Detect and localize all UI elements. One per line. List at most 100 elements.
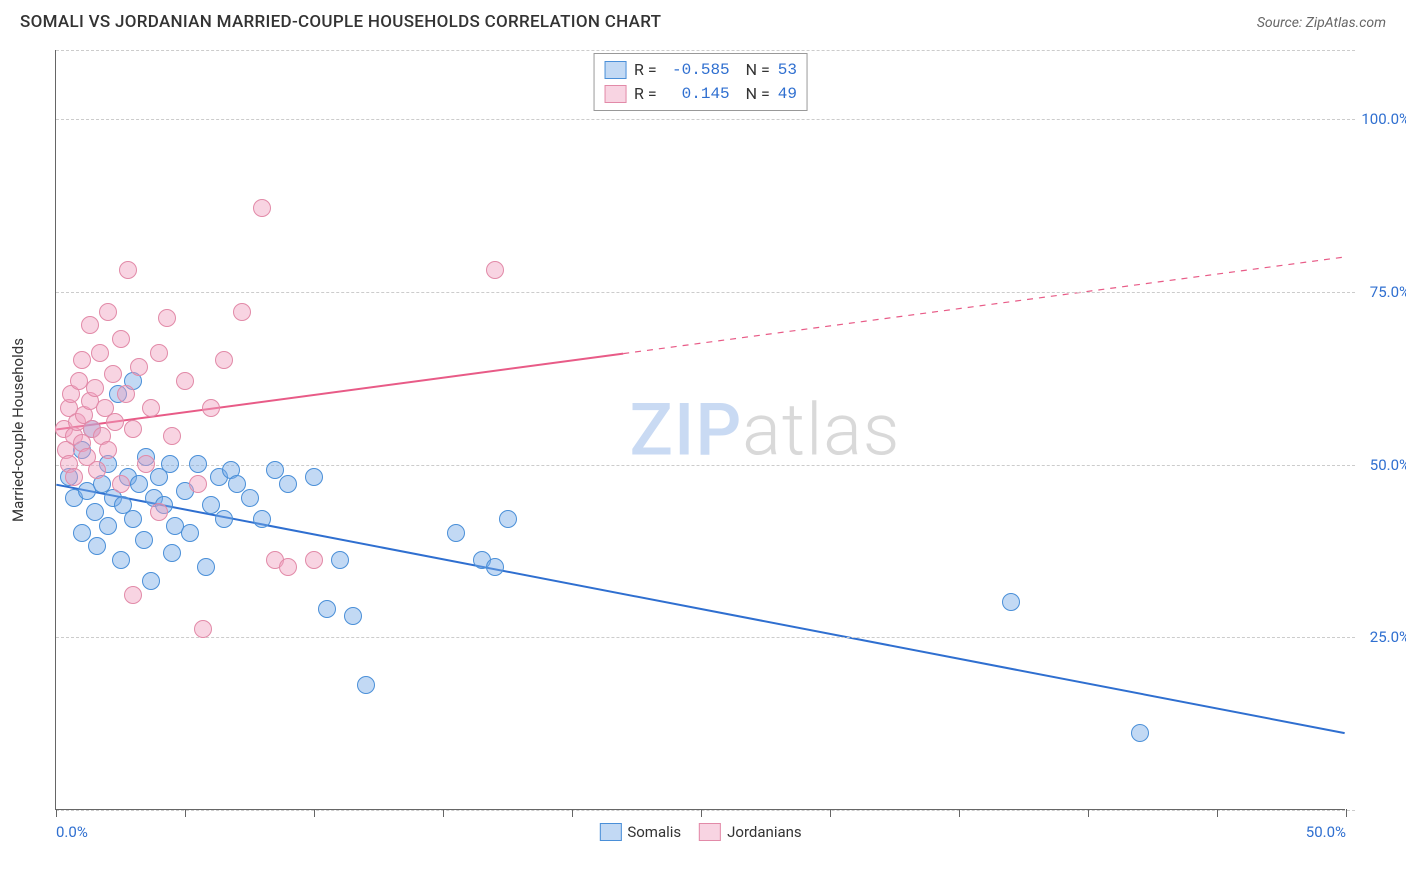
correlation-row-2: R = 0.145 N = 49: [604, 82, 797, 106]
r-label: R =: [634, 58, 657, 82]
x-tick: [56, 809, 57, 817]
data-point: [344, 607, 362, 625]
data-point: [117, 385, 135, 403]
data-point: [130, 358, 148, 376]
data-point: [65, 468, 83, 486]
y-tick-label: 75.0%: [1370, 283, 1406, 301]
y-tick-label: 25.0%: [1370, 628, 1406, 646]
y-axis-title: Married-couple Households: [9, 338, 27, 522]
data-point: [124, 586, 142, 604]
trend-line: [56, 485, 1344, 733]
correlation-legend: R = -0.585 N = 53 R = 0.145 N = 49: [593, 53, 808, 111]
swatch-series-2: [604, 85, 626, 103]
data-point: [331, 551, 349, 569]
data-point: [1131, 724, 1149, 742]
swatch-series-2: [699, 823, 721, 841]
r-value-2: 0.145: [665, 82, 730, 106]
legend-item-1: Somalis: [599, 823, 681, 841]
n-value-2: 49: [778, 82, 797, 106]
y-tick-label: 100.0%: [1361, 110, 1406, 128]
data-point: [279, 475, 297, 493]
data-point: [318, 600, 336, 618]
data-point: [189, 455, 207, 473]
gridline: [56, 465, 1355, 466]
data-point: [194, 620, 212, 638]
source-prefix: Source:: [1257, 15, 1306, 31]
n-value-1: 53: [778, 58, 797, 82]
x-tick: [1088, 809, 1089, 817]
n-label: N =: [738, 58, 770, 82]
data-point: [99, 517, 117, 535]
plot-area: Married-couple Households ZIPatlas R = -…: [55, 50, 1345, 810]
data-point: [305, 551, 323, 569]
x-tick: [830, 809, 831, 817]
data-point: [150, 344, 168, 362]
data-point: [215, 510, 233, 528]
source-name: ZipAtlas.com: [1306, 15, 1386, 31]
swatch-series-1: [599, 823, 621, 841]
data-point: [189, 475, 207, 493]
data-point: [124, 420, 142, 438]
data-point: [106, 413, 124, 431]
data-point: [88, 461, 106, 479]
data-point: [305, 468, 323, 486]
data-point: [119, 261, 137, 279]
legend-item-2: Jordanians: [699, 823, 802, 841]
gridline: [56, 292, 1355, 293]
gridline: [56, 637, 1355, 638]
x-tick: [1346, 809, 1347, 817]
x-tick: [572, 809, 573, 817]
data-point: [135, 531, 153, 549]
data-point: [486, 261, 504, 279]
swatch-series-1: [604, 61, 626, 79]
data-point: [104, 365, 122, 383]
data-point: [112, 475, 130, 493]
data-point: [253, 199, 271, 217]
x-tick-label: 0.0%: [56, 823, 88, 841]
data-point: [197, 558, 215, 576]
data-point: [99, 303, 117, 321]
x-tick: [314, 809, 315, 817]
data-point: [202, 399, 220, 417]
data-point: [81, 316, 99, 334]
data-point: [176, 372, 194, 390]
data-point: [163, 544, 181, 562]
x-tick: [701, 809, 702, 817]
x-tick: [1217, 809, 1218, 817]
data-point: [486, 558, 504, 576]
data-point: [142, 399, 160, 417]
title-bar: SOMALI VS JORDANIAN MARRIED-COUPLE HOUSE…: [20, 12, 1386, 32]
y-tick-label: 50.0%: [1370, 456, 1406, 474]
r-value-1: -0.585: [665, 58, 730, 82]
x-tick: [959, 809, 960, 817]
data-point: [158, 309, 176, 327]
chart-title: SOMALI VS JORDANIAN MARRIED-COUPLE HOUSE…: [20, 12, 661, 32]
trend-line-extrapolated: [623, 257, 1344, 354]
data-point: [91, 344, 109, 362]
watermark-zip: ZIP: [630, 387, 743, 472]
watermark: ZIPatlas: [630, 387, 901, 472]
x-tick-label: 50.0%: [1306, 823, 1346, 841]
gridline: [56, 810, 1355, 811]
data-point: [142, 572, 160, 590]
data-point: [233, 303, 251, 321]
data-point: [112, 551, 130, 569]
x-tick: [185, 809, 186, 817]
data-point: [99, 441, 117, 459]
x-tick: [443, 809, 444, 817]
data-point: [163, 427, 181, 445]
series-legend: Somalis Jordanians: [599, 823, 801, 841]
data-point: [150, 503, 168, 521]
data-point: [137, 455, 155, 473]
watermark-atlas: atlas: [742, 387, 900, 472]
data-point: [253, 510, 271, 528]
data-point: [181, 524, 199, 542]
data-point: [357, 676, 375, 694]
data-point: [73, 524, 91, 542]
data-point: [1002, 593, 1020, 611]
data-point: [499, 510, 517, 528]
source-credit: Source: ZipAtlas.com: [1257, 15, 1386, 31]
data-point: [88, 537, 106, 555]
legend-label-2: Jordanians: [727, 823, 802, 841]
data-point: [86, 379, 104, 397]
